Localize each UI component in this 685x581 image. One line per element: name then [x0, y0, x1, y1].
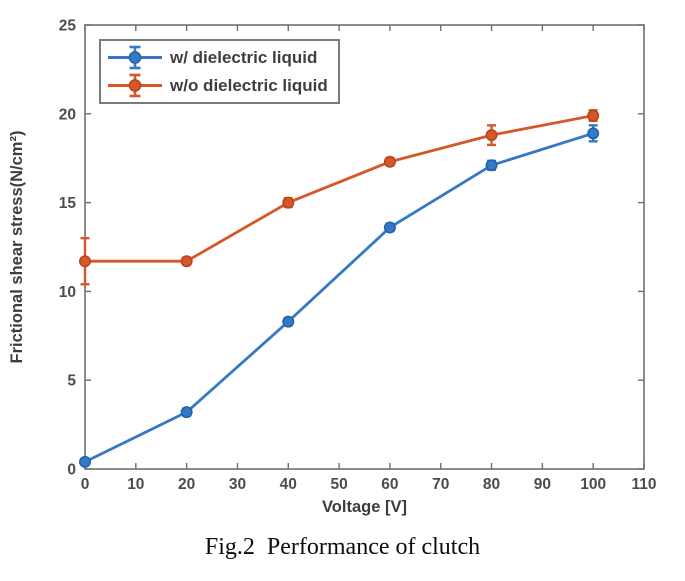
series-with-liquid [79, 124, 600, 468]
y-axis-label: Frictional shear stress(N/cm²) [8, 131, 26, 364]
series-without-liquid [79, 109, 600, 286]
svg-text:0: 0 [81, 476, 90, 493]
data-point-marker [282, 315, 295, 328]
legend-label-without-liquid: w/o dielectric liquid [170, 75, 328, 95]
data-point-marker [282, 196, 295, 209]
svg-text:25: 25 [59, 18, 77, 35]
figure-caption: Fig.2 Performance of clutch [204, 534, 481, 560]
data-point-marker [383, 221, 396, 234]
svg-text:110: 110 [631, 476, 656, 493]
data-point-marker [180, 255, 193, 268]
clutch-performance-plot: 0 10 20 30 40 50 60 70 80 90 100 110 0 5 10 15 20 25 Volta… [8, 18, 657, 517]
legend-label-with-liquid: w/ dielectric liquid [170, 47, 318, 67]
svg-text:100: 100 [580, 476, 606, 493]
svg-text:0: 0 [67, 462, 76, 479]
series-line [83, 131, 595, 464]
orange-errorbar-marker-icon [108, 73, 162, 98]
legend-item-without-liquid: w/o dielectric liquid [107, 72, 328, 99]
x-axis-label: Voltage [V] [322, 498, 407, 516]
svg-text:70: 70 [432, 476, 449, 493]
series-line [83, 114, 595, 263]
svg-text:40: 40 [280, 476, 297, 493]
data-point-marker [180, 406, 193, 419]
svg-text:10: 10 [59, 284, 76, 301]
x-axis-ticks: 0 10 20 30 40 50 60 70 80 90 100 110 [81, 25, 657, 493]
legend-item-with-liquid: w/ dielectric liquid [107, 44, 328, 71]
svg-text:90: 90 [534, 476, 551, 493]
svg-text:80: 80 [483, 476, 500, 493]
svg-text:10: 10 [127, 476, 144, 493]
y-axis-ticks: 0 5 10 15 20 25 [59, 18, 644, 479]
blue-errorbar-marker-icon [108, 45, 162, 70]
legend: w/ dielectric liquid w/o dielectric liqu… [99, 39, 340, 104]
data-point-marker [79, 455, 92, 468]
svg-text:50: 50 [330, 476, 347, 493]
data-point-marker [587, 127, 600, 140]
data-point-marker [485, 159, 498, 172]
svg-text:20: 20 [178, 476, 195, 493]
svg-text:60: 60 [381, 476, 398, 493]
svg-text:20: 20 [59, 106, 76, 123]
data-point-marker [79, 255, 92, 268]
data-point-marker [485, 129, 498, 142]
svg-text:5: 5 [67, 373, 76, 390]
data-point-marker [587, 109, 600, 122]
svg-text:15: 15 [59, 195, 77, 212]
svg-text:30: 30 [229, 476, 246, 493]
data-point-marker [383, 155, 396, 168]
